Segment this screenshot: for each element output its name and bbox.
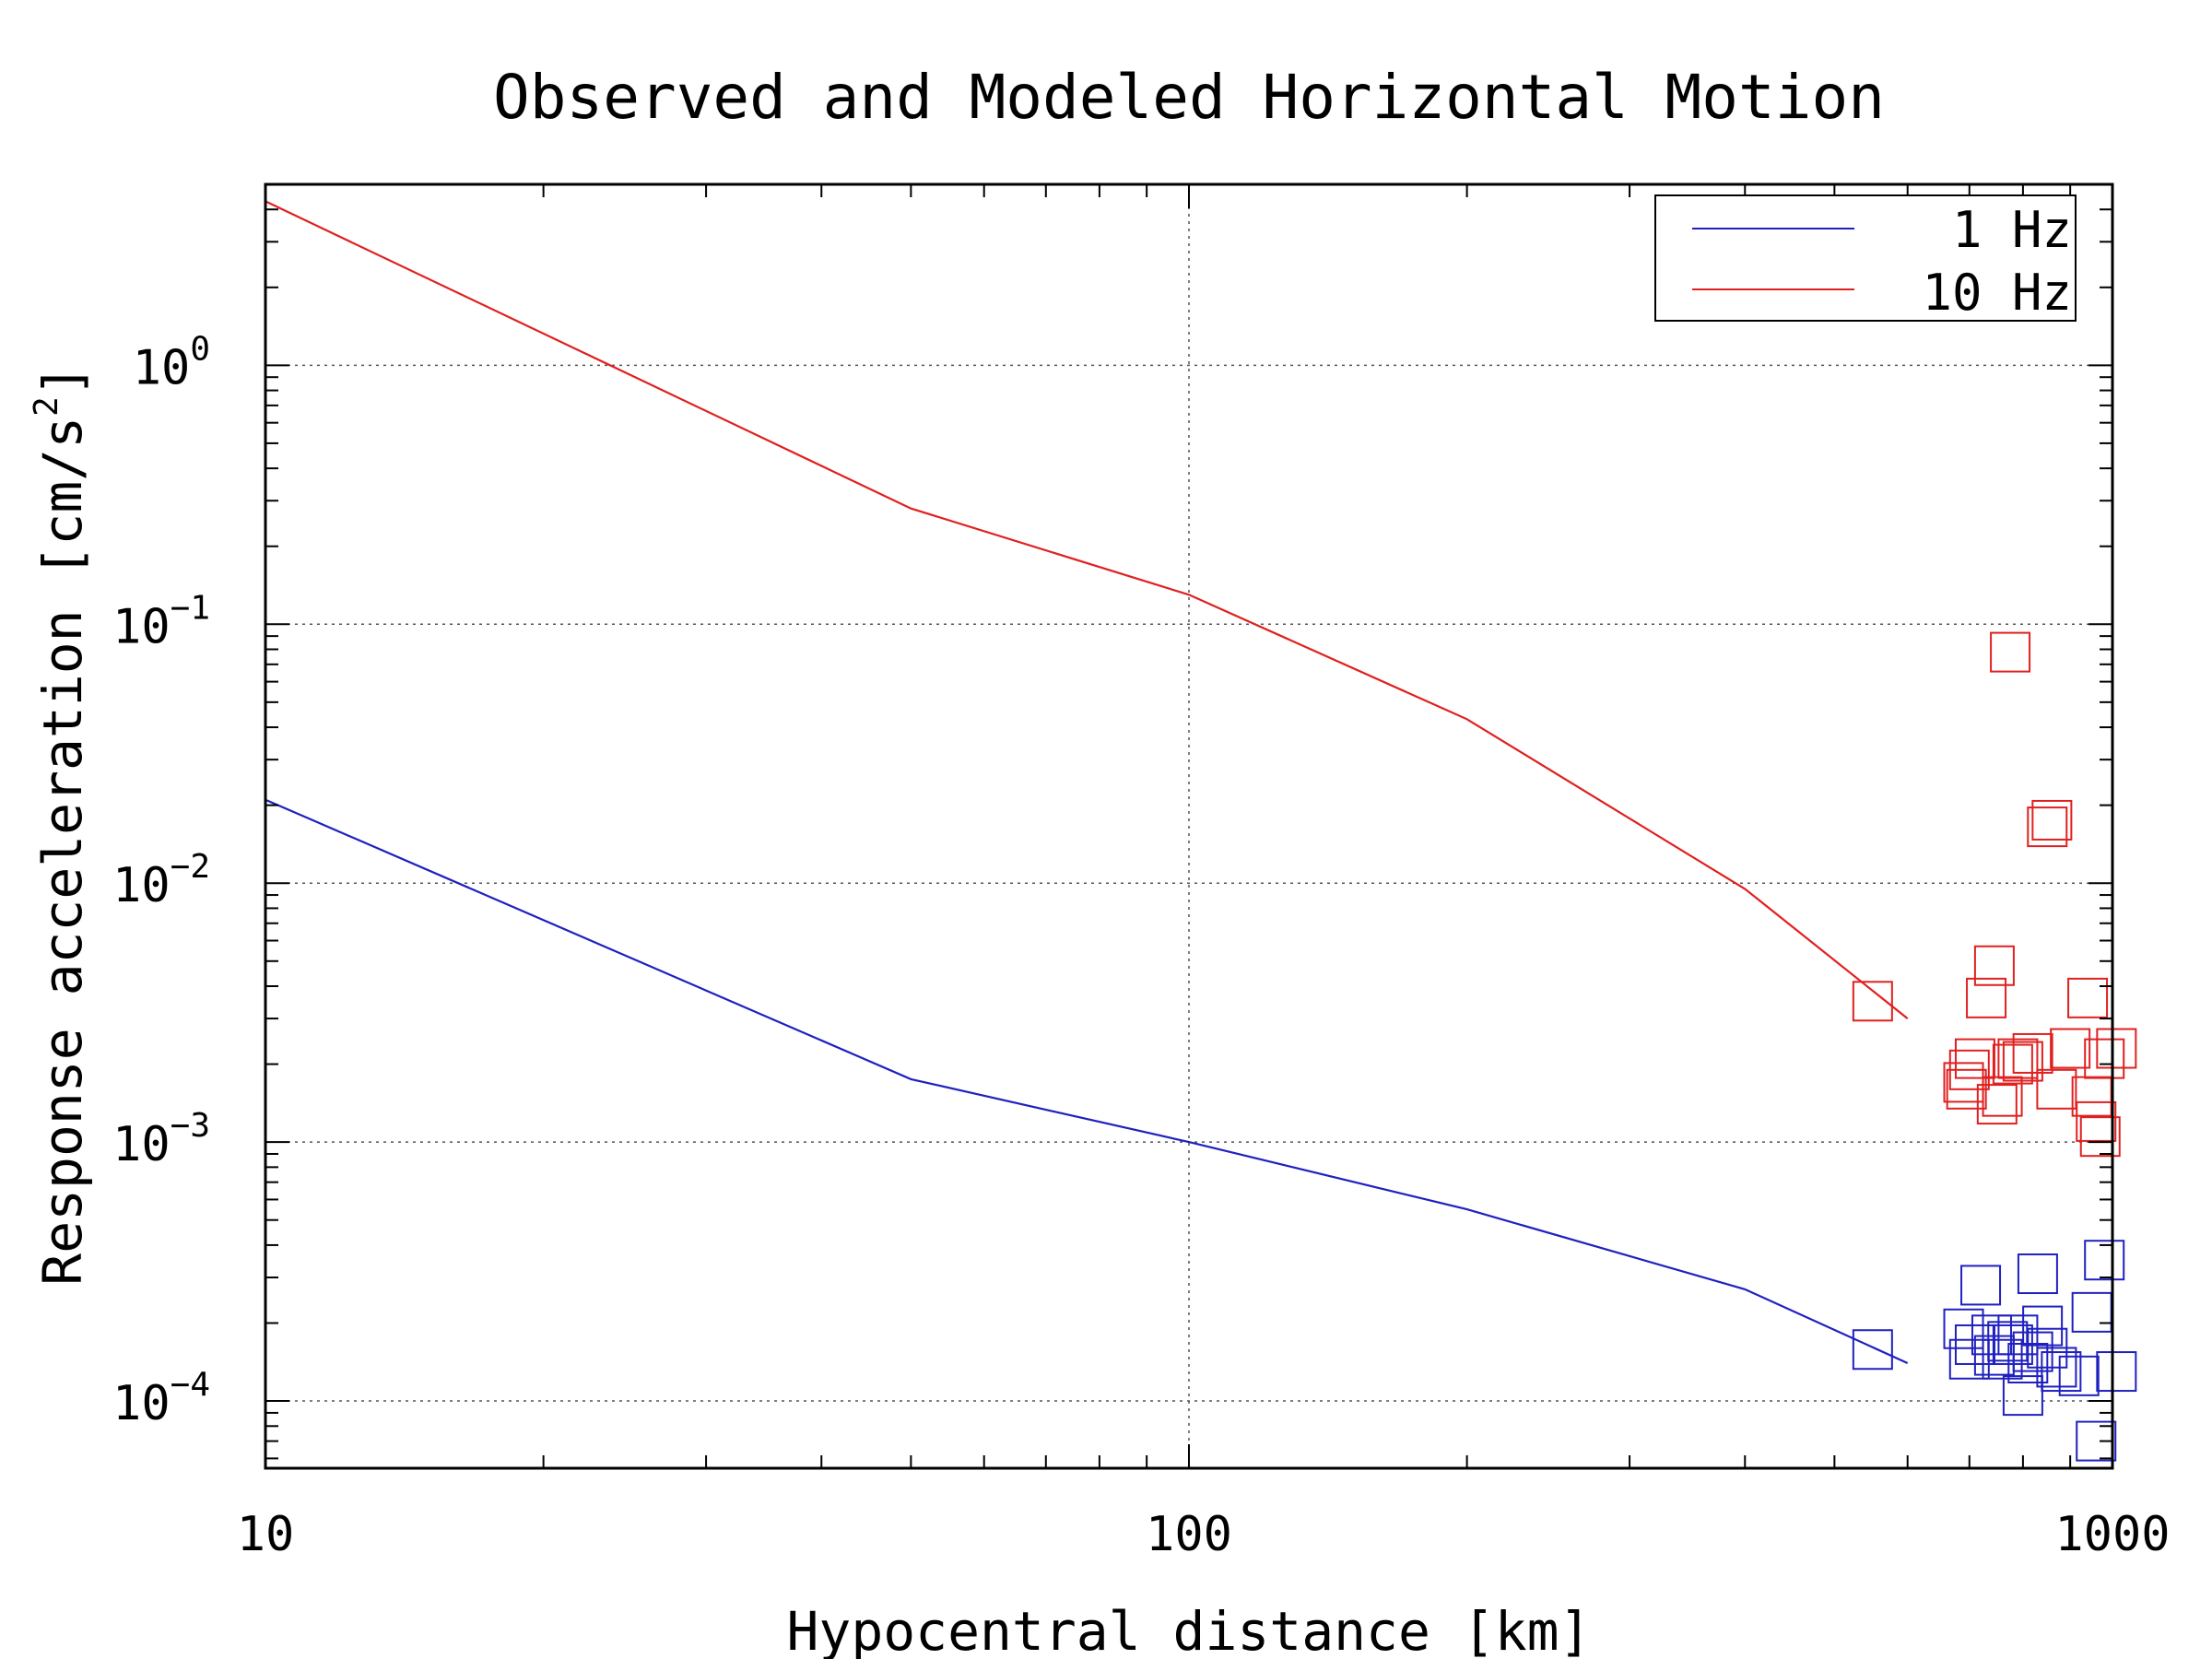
observed-point-10hz	[2027, 806, 2068, 848]
legend-label-10hz: 10 Hz	[1922, 264, 2072, 322]
observed-point-10hz	[2031, 799, 2073, 841]
observed-point-1hz	[1943, 1308, 1984, 1349]
legend-box	[1654, 194, 2077, 322]
observed-point-10hz	[1997, 1038, 2039, 1079]
model-line-10hz	[265, 200, 1909, 1019]
y-tick-label: 10−4	[112, 1366, 210, 1431]
observed-point-1hz	[1960, 1265, 2002, 1306]
observed-point-1hz	[2002, 1375, 2043, 1417]
observed-point-1hz	[2076, 1420, 2117, 1462]
observed-point-10hz	[1990, 631, 2031, 673]
x-tick-label: 1000	[2054, 1507, 2170, 1562]
observed-point-1hz	[1997, 1314, 2039, 1356]
observed-point-1hz	[2084, 1240, 2125, 1281]
observed-point-1hz	[1971, 1314, 2012, 1356]
x-tick-labels: 10 100 1000	[237, 1507, 2171, 1562]
observed-point-10hz	[2084, 1038, 2125, 1079]
observed-point-10hz	[2079, 1116, 2121, 1158]
model-line-1hz	[265, 798, 1909, 1365]
observed-point-10hz	[2002, 1041, 2043, 1082]
observed-point-1hz	[2036, 1347, 2077, 1388]
observed-point-10hz	[2096, 1028, 2137, 1069]
observed-point-1hz	[2017, 1253, 2058, 1295]
observed-point-1hz	[1987, 1321, 2029, 1362]
observed-point-1hz	[1982, 1338, 2023, 1380]
observed-point-1hz	[2058, 1355, 2100, 1396]
observed-point-10hz	[2012, 1032, 2053, 1074]
observed-point-10hz	[2050, 1028, 2091, 1069]
y-tick-label: 100	[133, 330, 210, 395]
chart-title: Observed and Modeled Horizontal Motion	[493, 62, 1885, 133]
observed-point-1hz	[2041, 1351, 2082, 1393]
observed-point-10hz	[2071, 1076, 2112, 1117]
observed-point-10hz	[2076, 1100, 2117, 1142]
y-tick-label: 10−2	[112, 848, 210, 913]
y-axis-label-base: Response acceleration [cm/s	[31, 417, 94, 1286]
x-tick-label: 10	[237, 1507, 295, 1562]
observed-point-10hz	[2036, 1068, 2077, 1110]
y-axis-label-end: ]	[31, 364, 94, 396]
series-layer	[265, 200, 2137, 1462]
observed-point-1hz	[2071, 1291, 2112, 1333]
observed-point-10hz	[2067, 977, 2109, 1018]
y-tick-labels: 10−4 10−3 10−2 10−1 100	[112, 330, 210, 1431]
observed-point-10hz	[1966, 977, 2007, 1018]
observed-point-1hz	[1852, 1329, 1893, 1371]
observed-point-1hz	[2096, 1351, 2137, 1393]
grid-lines	[265, 184, 2112, 1468]
x-tick-label: 100	[1146, 1507, 1232, 1562]
observed-point-10hz	[1948, 1049, 1990, 1090]
legend-label-1hz: 1 Hz	[1952, 201, 2072, 259]
observed-point-10hz	[1973, 945, 2015, 986]
observed-point-10hz	[1954, 1038, 1995, 1079]
axis-ticks	[265, 183, 2113, 1468]
y-axis-label-superscript: 2	[28, 396, 65, 417]
legend: 1 Hz 10 Hz	[1654, 194, 2077, 322]
y-tick-label: 10−3	[112, 1107, 210, 1172]
x-axis-label: Hypocentral distance [km]	[787, 1600, 1592, 1659]
observed-point-1hz	[2022, 1305, 2064, 1347]
observed-point-10hz	[1852, 981, 1893, 1022]
y-tick-label: 10−1	[112, 589, 210, 654]
y-axis-label: Response acceleration [cm/s2]	[28, 364, 94, 1285]
observed-point-10hz	[1976, 1084, 2018, 1125]
